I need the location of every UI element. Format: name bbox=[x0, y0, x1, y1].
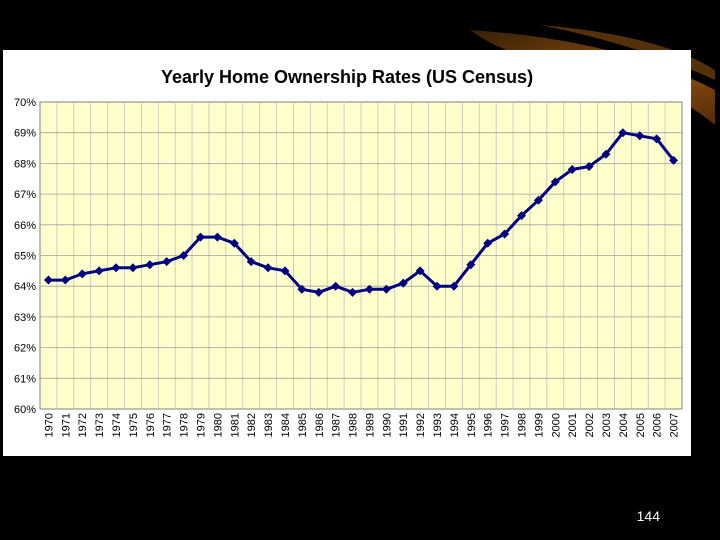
x-axis-tick-labels: 1970 1971 1972 1973 1974 1975 1976 1977 1978 1979… bbox=[43, 413, 680, 437]
y-tick-label: 65% bbox=[14, 251, 36, 263]
x-tick-label: 1983 bbox=[263, 413, 275, 437]
y-tick-label: 69% bbox=[14, 128, 36, 140]
x-tick-label: 2001 bbox=[567, 413, 579, 437]
data-point-marker bbox=[533, 195, 543, 205]
x-tick-label: 1972 bbox=[77, 413, 89, 437]
data-point-marker bbox=[314, 287, 324, 297]
data-point-marker bbox=[297, 284, 307, 294]
y-tick-label: 62% bbox=[14, 343, 36, 355]
x-tick-label: 2002 bbox=[584, 413, 596, 437]
data-point-marker bbox=[348, 287, 358, 297]
data-point-marker bbox=[162, 257, 172, 267]
data-point-marker bbox=[145, 260, 155, 270]
data-point-marker bbox=[584, 161, 594, 171]
x-tick-label: 1979 bbox=[196, 413, 208, 437]
data-point-marker bbox=[246, 257, 256, 267]
x-tick-label: 1971 bbox=[60, 413, 72, 437]
x-tick-label: 1996 bbox=[483, 413, 495, 437]
x-tick-label: 2006 bbox=[652, 413, 664, 437]
x-tick-label: 1993 bbox=[432, 413, 444, 437]
y-tick-label: 60% bbox=[14, 404, 36, 416]
data-point-marker bbox=[364, 284, 374, 294]
y-tick-label: 68% bbox=[14, 158, 36, 170]
x-tick-label: 1987 bbox=[331, 413, 343, 437]
x-tick-label: 1982 bbox=[246, 413, 258, 437]
data-point-marker bbox=[517, 211, 526, 221]
data-point-marker bbox=[550, 177, 560, 187]
data-point-marker bbox=[179, 251, 189, 260]
data-point-marker bbox=[466, 260, 476, 270]
data-point-marker bbox=[618, 128, 628, 138]
slide-number: 144 bbox=[636, 508, 660, 524]
x-tick-label: 1986 bbox=[314, 413, 326, 437]
chart-svg: Yearly Home Ownership Rates (US Census) … bbox=[14, 67, 683, 437]
data-point-marker bbox=[196, 232, 205, 242]
x-tick-label: 1980 bbox=[212, 413, 224, 437]
data-point-marker bbox=[43, 275, 53, 285]
x-tick-label: 1990 bbox=[381, 413, 393, 437]
y-axis-tick-labels: 60% 61% 62% 63% 64% 65% 66% 67% 68% 69% 70% bbox=[14, 97, 36, 416]
x-tick-label: 1975 bbox=[128, 413, 140, 437]
x-tick-label: 1977 bbox=[162, 413, 174, 437]
data-point-marker bbox=[500, 229, 510, 239]
data-point-marker bbox=[432, 281, 442, 291]
x-tick-label: 1991 bbox=[398, 413, 410, 437]
y-tick-label: 61% bbox=[14, 373, 36, 385]
x-tick-label: 1978 bbox=[179, 413, 191, 437]
data-point-marker bbox=[652, 134, 662, 144]
x-tick-label: 1984 bbox=[280, 413, 292, 437]
data-point-marker bbox=[60, 275, 70, 285]
x-tick-label: 2007 bbox=[669, 413, 681, 437]
x-tick-label: 1999 bbox=[533, 413, 545, 437]
x-tick-label: 1998 bbox=[517, 413, 529, 437]
data-point-marker bbox=[128, 263, 138, 273]
x-tick-label: 1994 bbox=[449, 413, 461, 437]
data-point-marker bbox=[635, 131, 645, 141]
data-point-marker bbox=[601, 149, 611, 159]
data-point-marker bbox=[398, 278, 408, 288]
x-tick-label: 1992 bbox=[415, 413, 427, 437]
x-tick-label: 1997 bbox=[500, 413, 512, 437]
data-point-marker bbox=[449, 281, 459, 291]
horizontal-gridlines bbox=[40, 132, 682, 379]
series-group bbox=[43, 128, 679, 297]
data-point-marker bbox=[669, 155, 679, 165]
x-tick-label: 2003 bbox=[601, 413, 613, 437]
chart-title: Yearly Home Ownership Rates (US Census) bbox=[161, 67, 533, 87]
data-point-marker bbox=[77, 269, 87, 279]
data-point-marker bbox=[280, 266, 290, 276]
x-tick-label: 2000 bbox=[550, 413, 562, 437]
data-point-marker bbox=[381, 284, 391, 294]
x-tick-label: 1989 bbox=[364, 413, 376, 437]
x-tick-label: 1970 bbox=[43, 413, 55, 437]
x-tick-label: 1995 bbox=[466, 413, 478, 437]
x-tick-label: 1981 bbox=[229, 413, 241, 437]
x-tick-label: 1985 bbox=[297, 413, 309, 437]
y-tick-label: 67% bbox=[14, 189, 36, 201]
data-point-marker bbox=[415, 266, 425, 276]
data-point-marker bbox=[263, 263, 273, 273]
data-point-marker bbox=[111, 263, 121, 273]
chart-container: Yearly Home Ownership Rates (US Census) … bbox=[3, 50, 691, 456]
y-tick-label: 64% bbox=[14, 281, 36, 293]
x-tick-label: 1988 bbox=[348, 413, 360, 437]
y-tick-label: 63% bbox=[14, 312, 36, 324]
x-tick-label: 2004 bbox=[618, 413, 630, 437]
data-point-marker bbox=[483, 238, 493, 248]
y-tick-label: 70% bbox=[14, 97, 36, 109]
data-point-marker bbox=[331, 281, 341, 291]
data-point-marker bbox=[212, 232, 222, 242]
x-tick-label: 1973 bbox=[94, 413, 106, 437]
x-tick-label: 1974 bbox=[111, 413, 123, 437]
x-tick-label: 2005 bbox=[635, 413, 647, 437]
data-point-marker bbox=[94, 266, 104, 276]
x-tick-label: 1976 bbox=[145, 413, 157, 437]
data-point-marker bbox=[229, 238, 239, 248]
data-point-marker bbox=[567, 165, 577, 175]
y-tick-label: 66% bbox=[14, 220, 36, 232]
